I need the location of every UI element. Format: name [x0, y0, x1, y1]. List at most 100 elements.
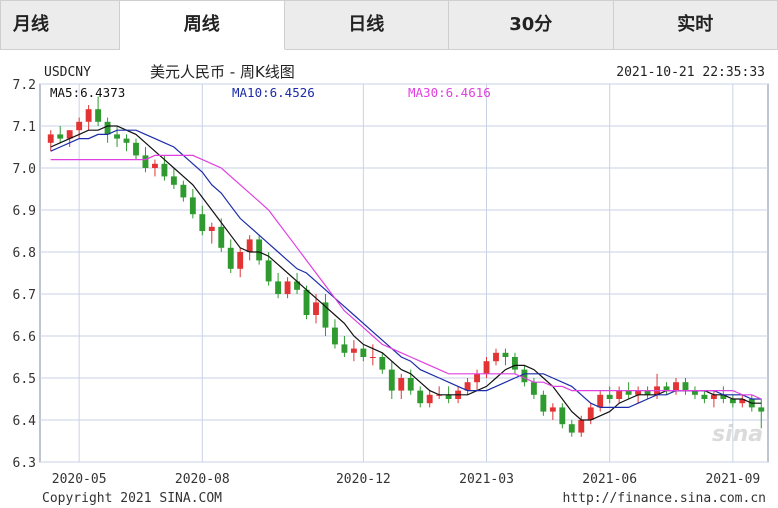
candle	[493, 348, 499, 366]
candle-body	[673, 382, 679, 391]
candle-body	[341, 344, 348, 353]
candle	[521, 365, 528, 387]
y-tick-label: 6.9	[13, 204, 36, 219]
candle	[379, 352, 386, 374]
y-tick-label: 6.4	[13, 414, 37, 429]
candle	[294, 273, 300, 294]
candle	[350, 340, 357, 362]
sina-watermark: sina	[712, 422, 763, 447]
candle	[85, 105, 92, 131]
symbol-label: USDCNY	[44, 65, 91, 80]
x-tick-label: 2021-06	[582, 472, 637, 487]
candle-body	[133, 142, 139, 156]
datetime-label: 2021-10-21 22:35:33	[616, 65, 765, 80]
candle-body	[644, 390, 651, 395]
candle-body	[284, 281, 291, 294]
candle	[502, 348, 509, 366]
y-axis-ticks: 7.2 7.1 7.0 6.9 6.8 6.7 6.6 6.5 6.4 6.3	[13, 78, 37, 471]
chart-title: 美元人民币 - 周K线图	[150, 63, 295, 81]
candle-body	[388, 369, 395, 391]
y-tick-label: 7.1	[13, 120, 36, 135]
candle	[246, 235, 253, 261]
candle-body	[540, 394, 547, 412]
y-tick-label: 6.5	[13, 372, 36, 387]
candle	[180, 180, 187, 202]
candle-body	[322, 302, 329, 328]
candle-body	[350, 348, 357, 353]
candle-body	[426, 394, 433, 404]
x-tick-label: 2020-12	[336, 472, 391, 487]
candle-body	[729, 399, 736, 404]
candle	[568, 420, 575, 437]
candle-body	[720, 394, 727, 399]
candle	[549, 403, 556, 420]
y-tick-label: 7.0	[13, 162, 36, 177]
candle-body	[114, 134, 120, 139]
candle	[227, 239, 234, 273]
candle	[540, 390, 547, 416]
candle-body	[227, 247, 234, 269]
candle-body	[369, 357, 376, 358]
ma10-label: MA10:6.4526	[232, 85, 315, 100]
candle	[237, 247, 244, 278]
candle-body	[189, 197, 196, 215]
candle	[218, 218, 225, 252]
candle	[284, 277, 291, 299]
candle	[616, 386, 623, 404]
ma5-line	[50, 125, 762, 421]
ma10-line	[50, 129, 762, 408]
candle-body	[739, 399, 746, 404]
candle-body	[587, 407, 594, 420]
candle	[133, 138, 139, 160]
candle	[644, 386, 651, 399]
candle-body	[464, 382, 471, 391]
candle-body	[635, 390, 642, 395]
candle	[692, 386, 698, 399]
candle-body	[625, 390, 632, 395]
candle-body	[710, 394, 717, 399]
candle	[729, 394, 736, 408]
ma30-label: MA30:6.4616	[408, 85, 491, 100]
candle-body	[303, 289, 310, 315]
candle	[322, 294, 329, 336]
tab-weekly[interactable]: 周线	[120, 0, 285, 50]
grid-lines	[40, 83, 768, 463]
candle-body	[123, 138, 130, 143]
y-tick-label: 6.8	[13, 246, 36, 261]
candle-body	[682, 382, 689, 391]
candle	[559, 403, 566, 429]
candle	[682, 378, 689, 395]
candle-body	[758, 407, 765, 412]
y-tick-label: 7.2	[13, 78, 36, 93]
candle-body	[170, 176, 177, 185]
candle	[673, 378, 679, 395]
candle-body	[663, 386, 670, 391]
candle-body	[417, 390, 424, 404]
candle	[303, 285, 310, 320]
candle-body	[559, 407, 566, 425]
candle-body	[47, 134, 54, 143]
candle-body	[398, 378, 405, 391]
candle-body	[360, 348, 367, 357]
candle	[398, 373, 405, 399]
candle-body	[521, 369, 528, 383]
copyright-text: Copyright 2021 SINA.COM	[42, 491, 222, 506]
kline-chart: 7.27.17.06.96.86.76.66.56.46.3 2020-05 20…	[13, 63, 769, 506]
plot-frame	[39, 83, 769, 463]
tab-monthly[interactable]: 月线	[0, 0, 120, 50]
candle	[663, 382, 670, 395]
svg-text:sina: sina	[712, 422, 763, 447]
x-tick-label: 2020-05	[52, 472, 107, 487]
tab-daily[interactable]: 日线	[284, 0, 449, 50]
candle	[332, 319, 338, 349]
candle	[189, 189, 196, 219]
tab-realtime[interactable]: 实时	[613, 0, 778, 50]
candle	[512, 352, 518, 374]
candle	[256, 235, 263, 265]
candle-body	[530, 382, 537, 395]
candle	[369, 344, 376, 366]
candle	[483, 357, 490, 378]
source-link[interactable]: http://finance.sina.com.cn	[563, 491, 767, 506]
tab-30min[interactable]: 30分	[449, 0, 614, 50]
candle-body	[692, 390, 698, 395]
